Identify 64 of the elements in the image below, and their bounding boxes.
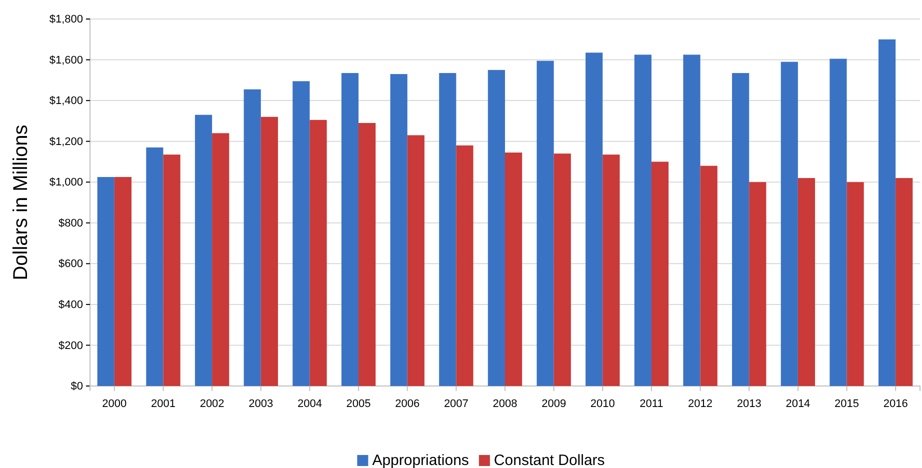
bar (390, 74, 408, 386)
bar (260, 116, 278, 386)
bar (634, 54, 652, 386)
x-tick-label: 2001 (150, 398, 176, 410)
bar (358, 122, 376, 386)
y-tick-label: $1,200 (49, 136, 83, 148)
x-tick-label: 2014 (786, 398, 810, 410)
y-tick-label: $1,000 (49, 176, 83, 189)
bar (292, 81, 310, 386)
bar (194, 114, 212, 386)
bar (114, 177, 132, 386)
y-tick-label: $1,800 (49, 14, 83, 26)
x-tick-label: 2006 (395, 398, 420, 410)
x-tick-label: 2003 (248, 398, 274, 410)
bar (407, 135, 424, 386)
x-tick-label: 2011 (640, 398, 664, 410)
bar (846, 182, 864, 386)
bar (146, 147, 164, 386)
bar (456, 145, 474, 386)
bar (244, 89, 261, 386)
x-tick-label: 2016 (883, 398, 908, 410)
bar (780, 62, 798, 386)
x-tick-label: 2012 (688, 398, 713, 410)
bar (536, 60, 554, 386)
x-tick-label: 2007 (444, 398, 468, 410)
x-tick-label: 2015 (834, 398, 860, 410)
y-tick-label: $1,600 (49, 54, 83, 66)
x-tick-label: 2005 (346, 398, 371, 410)
y-tick-label: $600 (58, 258, 83, 270)
y-tick-label: $0 (70, 380, 83, 393)
bar (488, 70, 505, 386)
x-tick-label: 2010 (590, 398, 615, 410)
bar (700, 166, 718, 386)
y-axis-title: Dollars in Millions (10, 124, 32, 280)
bar (439, 73, 456, 386)
x-tick-label: 2013 (736, 398, 762, 410)
bar (505, 152, 522, 386)
x-tick-label: 2004 (297, 398, 322, 410)
legend-label: Constant Dollars (494, 452, 605, 468)
bar (798, 178, 816, 386)
bar (830, 58, 847, 386)
x-tick-label: 2002 (200, 398, 224, 410)
x-tick-label: 2008 (492, 398, 518, 410)
bar (310, 120, 327, 386)
bar (602, 154, 620, 386)
bar (896, 178, 913, 386)
y-tick-label: $400 (58, 298, 83, 311)
y-tick-label: $1,400 (49, 95, 83, 108)
bar (97, 177, 114, 386)
bar (749, 182, 766, 386)
bar (212, 133, 230, 386)
bar (651, 162, 669, 386)
y-tick-label: $800 (58, 217, 83, 230)
x-tick-label: 2009 (542, 398, 566, 410)
bar (586, 52, 603, 386)
legend-label: Appropriations (372, 452, 469, 468)
bar (732, 73, 750, 386)
bar (163, 154, 180, 386)
bar (554, 154, 571, 386)
y-tick-label: $200 (58, 340, 83, 352)
x-tick-label: 2000 (102, 398, 127, 410)
bar (341, 73, 359, 386)
bar (878, 39, 896, 386)
bar (683, 54, 700, 386)
